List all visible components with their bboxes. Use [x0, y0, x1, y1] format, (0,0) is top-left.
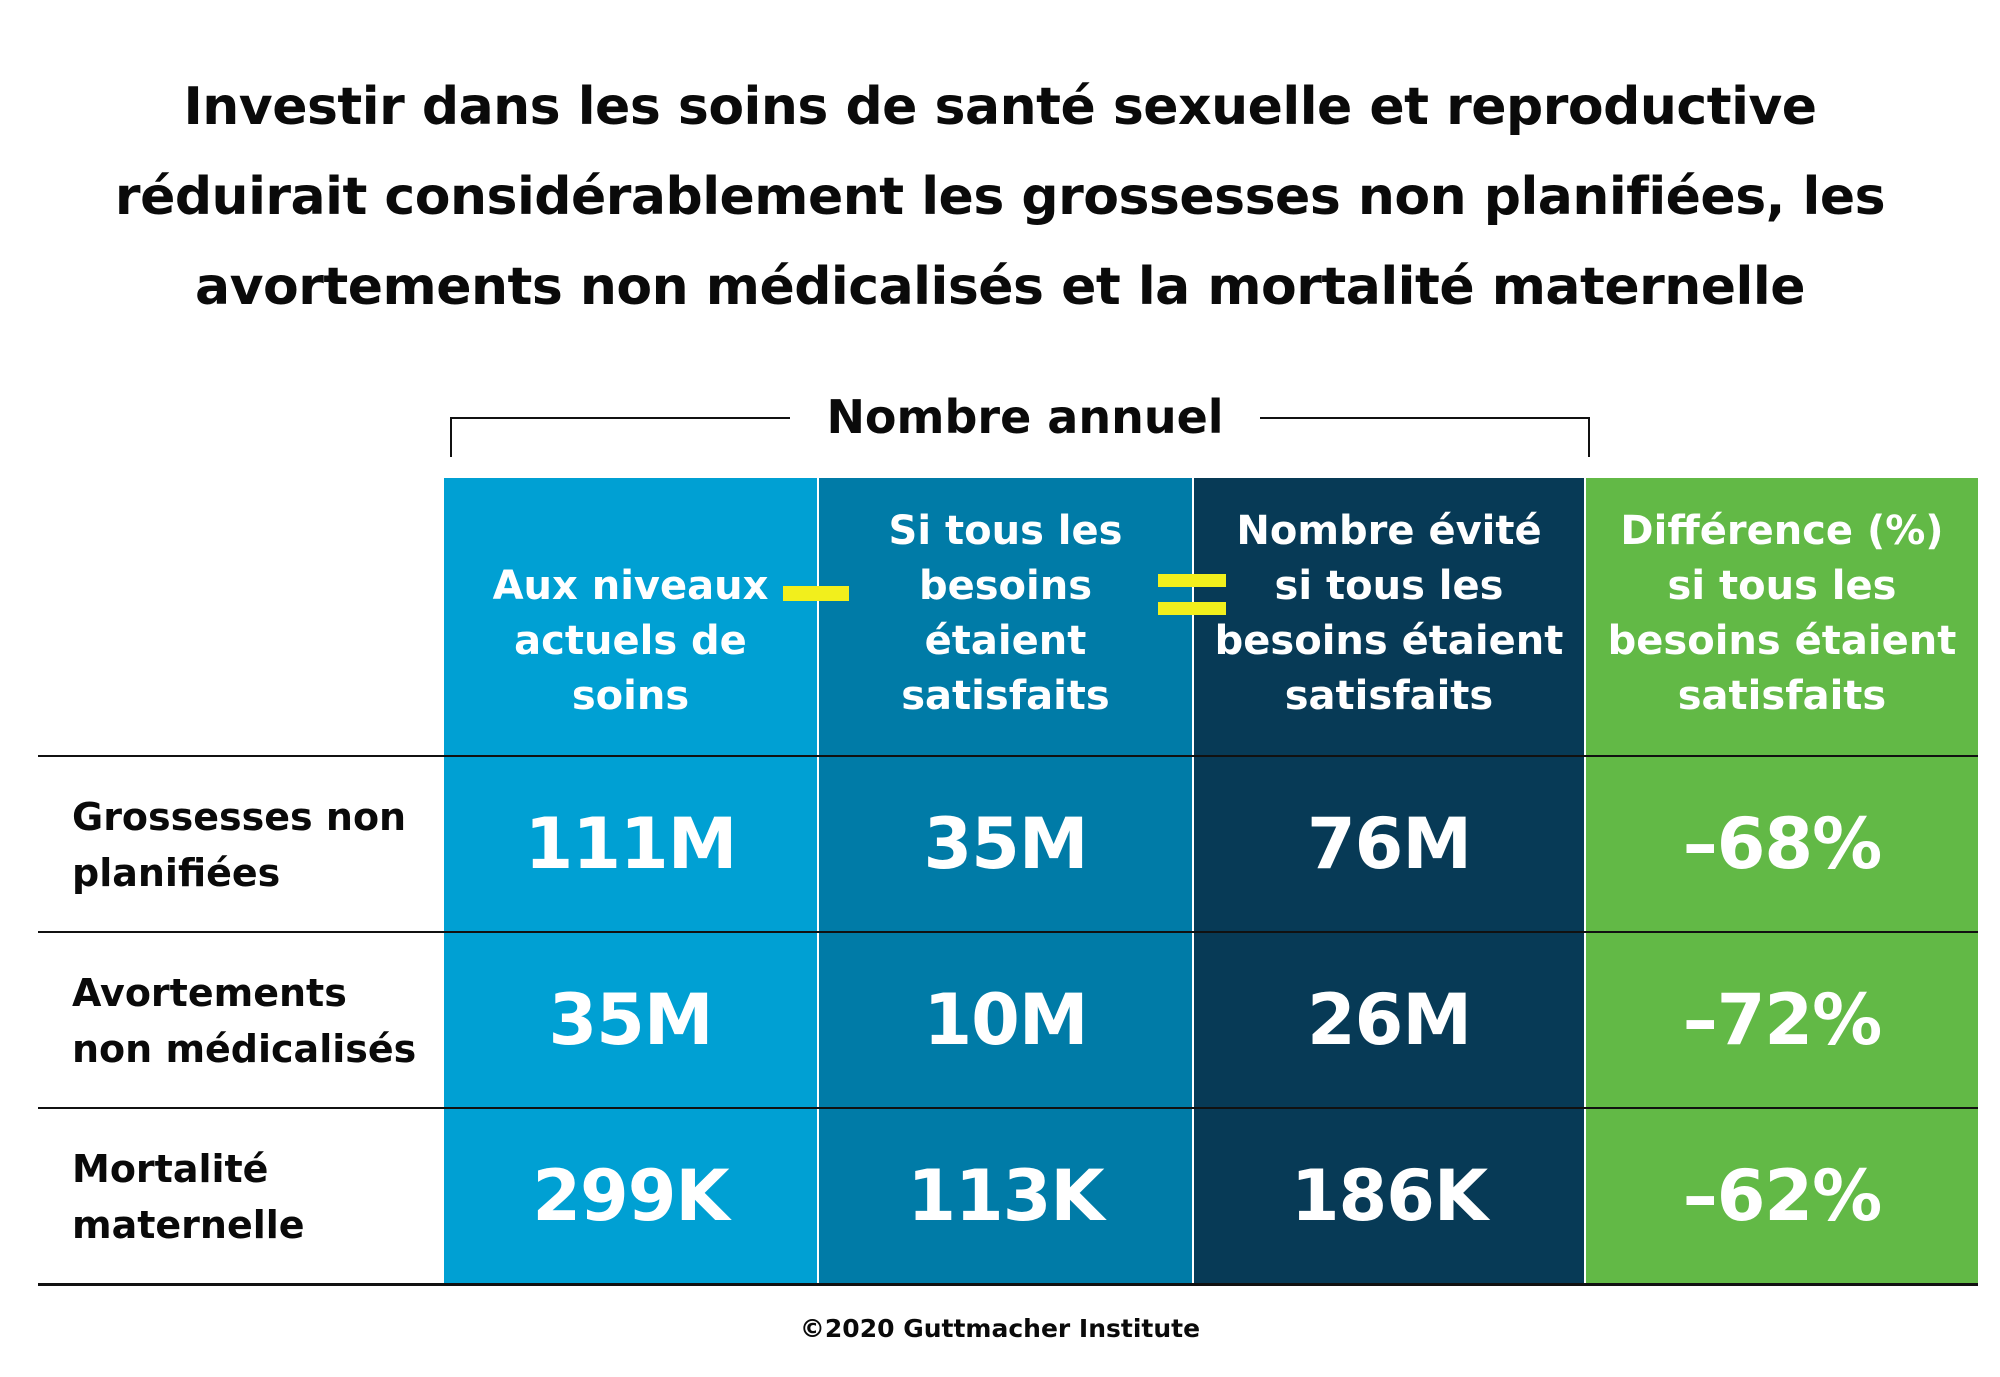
header-line: besoins étaient — [1607, 618, 1957, 664]
row-label-line: Avortements — [72, 971, 347, 1015]
cell-pregnancies-averted: 76M — [1306, 803, 1472, 885]
table-bottom-rule — [38, 1283, 1978, 1286]
header-line: satisfaits — [901, 673, 1110, 719]
row-label-line: planifiées — [72, 851, 281, 895]
cell-mortality-current: 299K — [532, 1155, 729, 1237]
row-label-unsafe-abortions: Avortements non médicalisés — [72, 965, 432, 1077]
header-line: soins — [571, 673, 690, 719]
title-line-1: Investir dans les soins de santé sexuell… — [183, 77, 1817, 137]
header-line: étaient — [924, 618, 1087, 664]
chart-title: Investir dans les soins de santé sexuell… — [40, 62, 1960, 332]
header-line: satisfaits — [1284, 673, 1494, 719]
equals-operator-bottom — [1158, 602, 1226, 615]
copyright-footer: ©2020 Guttmacher Institute — [799, 1314, 1201, 1343]
header-line: si tous les — [1667, 563, 1897, 609]
cell-pregnancies-current: 111M — [524, 803, 738, 885]
row-label-unplanned-pregnancies: Grossesses non planifiées — [72, 789, 432, 901]
cell-pregnancies-difference: –68% — [1682, 803, 1883, 885]
annual-number-label: Nombre annuel — [790, 385, 1260, 449]
header-line: besoins — [918, 563, 1093, 609]
header-line: besoins étaient — [1214, 618, 1564, 664]
header-line: Nombre évité — [1236, 508, 1542, 554]
cell-abortions-averted: 26M — [1306, 979, 1472, 1061]
header-needs-met: Si tous les besoins étaient satisfaits — [819, 478, 1192, 756]
equals-operator-top — [1158, 574, 1226, 587]
row-label-line: maternelle — [72, 1203, 305, 1247]
minus-operator — [783, 586, 849, 601]
column-current-levels — [444, 478, 817, 1286]
header-line: actuels de — [514, 618, 747, 664]
cell-mortality-difference: –62% — [1682, 1155, 1883, 1237]
header-line: Différence (%) — [1620, 508, 1944, 554]
column-averted — [1194, 478, 1584, 1286]
title-line-2: réduirait considérablement les grossesse… — [114, 167, 1886, 227]
cell-mortality-averted: 186K — [1290, 1155, 1488, 1237]
column-difference — [1586, 478, 1978, 1286]
header-line: satisfaits — [1677, 673, 1887, 719]
cell-abortions-difference: –72% — [1682, 979, 1883, 1061]
header-difference: Différence (%) si tous les besoins étaie… — [1586, 478, 1978, 756]
cell-pregnancies-needs-met: 35M — [923, 803, 1088, 885]
cell-abortions-current: 35M — [548, 979, 713, 1061]
header-line: Si tous les — [888, 508, 1123, 554]
row-label-line: non médicalisés — [72, 1027, 417, 1071]
cell-abortions-needs-met: 10M — [923, 979, 1088, 1061]
row-label-line: Mortalité — [72, 1147, 269, 1191]
header-averted: Nombre évité si tous les besoins étaient… — [1194, 478, 1584, 756]
cell-mortality-needs-met: 113K — [907, 1155, 1104, 1237]
row-label-line: Grossesses non — [72, 795, 407, 839]
row-label-maternal-mortality: Mortalité maternelle — [72, 1141, 432, 1253]
column-needs-met — [819, 478, 1192, 1286]
row-divider — [38, 755, 1978, 757]
title-line-3: avortements non médicalisés et la mortal… — [195, 257, 1805, 317]
row-divider — [38, 931, 1978, 933]
row-divider — [38, 1107, 1978, 1109]
header-current-levels: Aux niveaux actuels de soins — [444, 478, 817, 756]
header-line: Aux niveaux — [492, 563, 769, 609]
header-line: si tous les — [1274, 563, 1504, 609]
